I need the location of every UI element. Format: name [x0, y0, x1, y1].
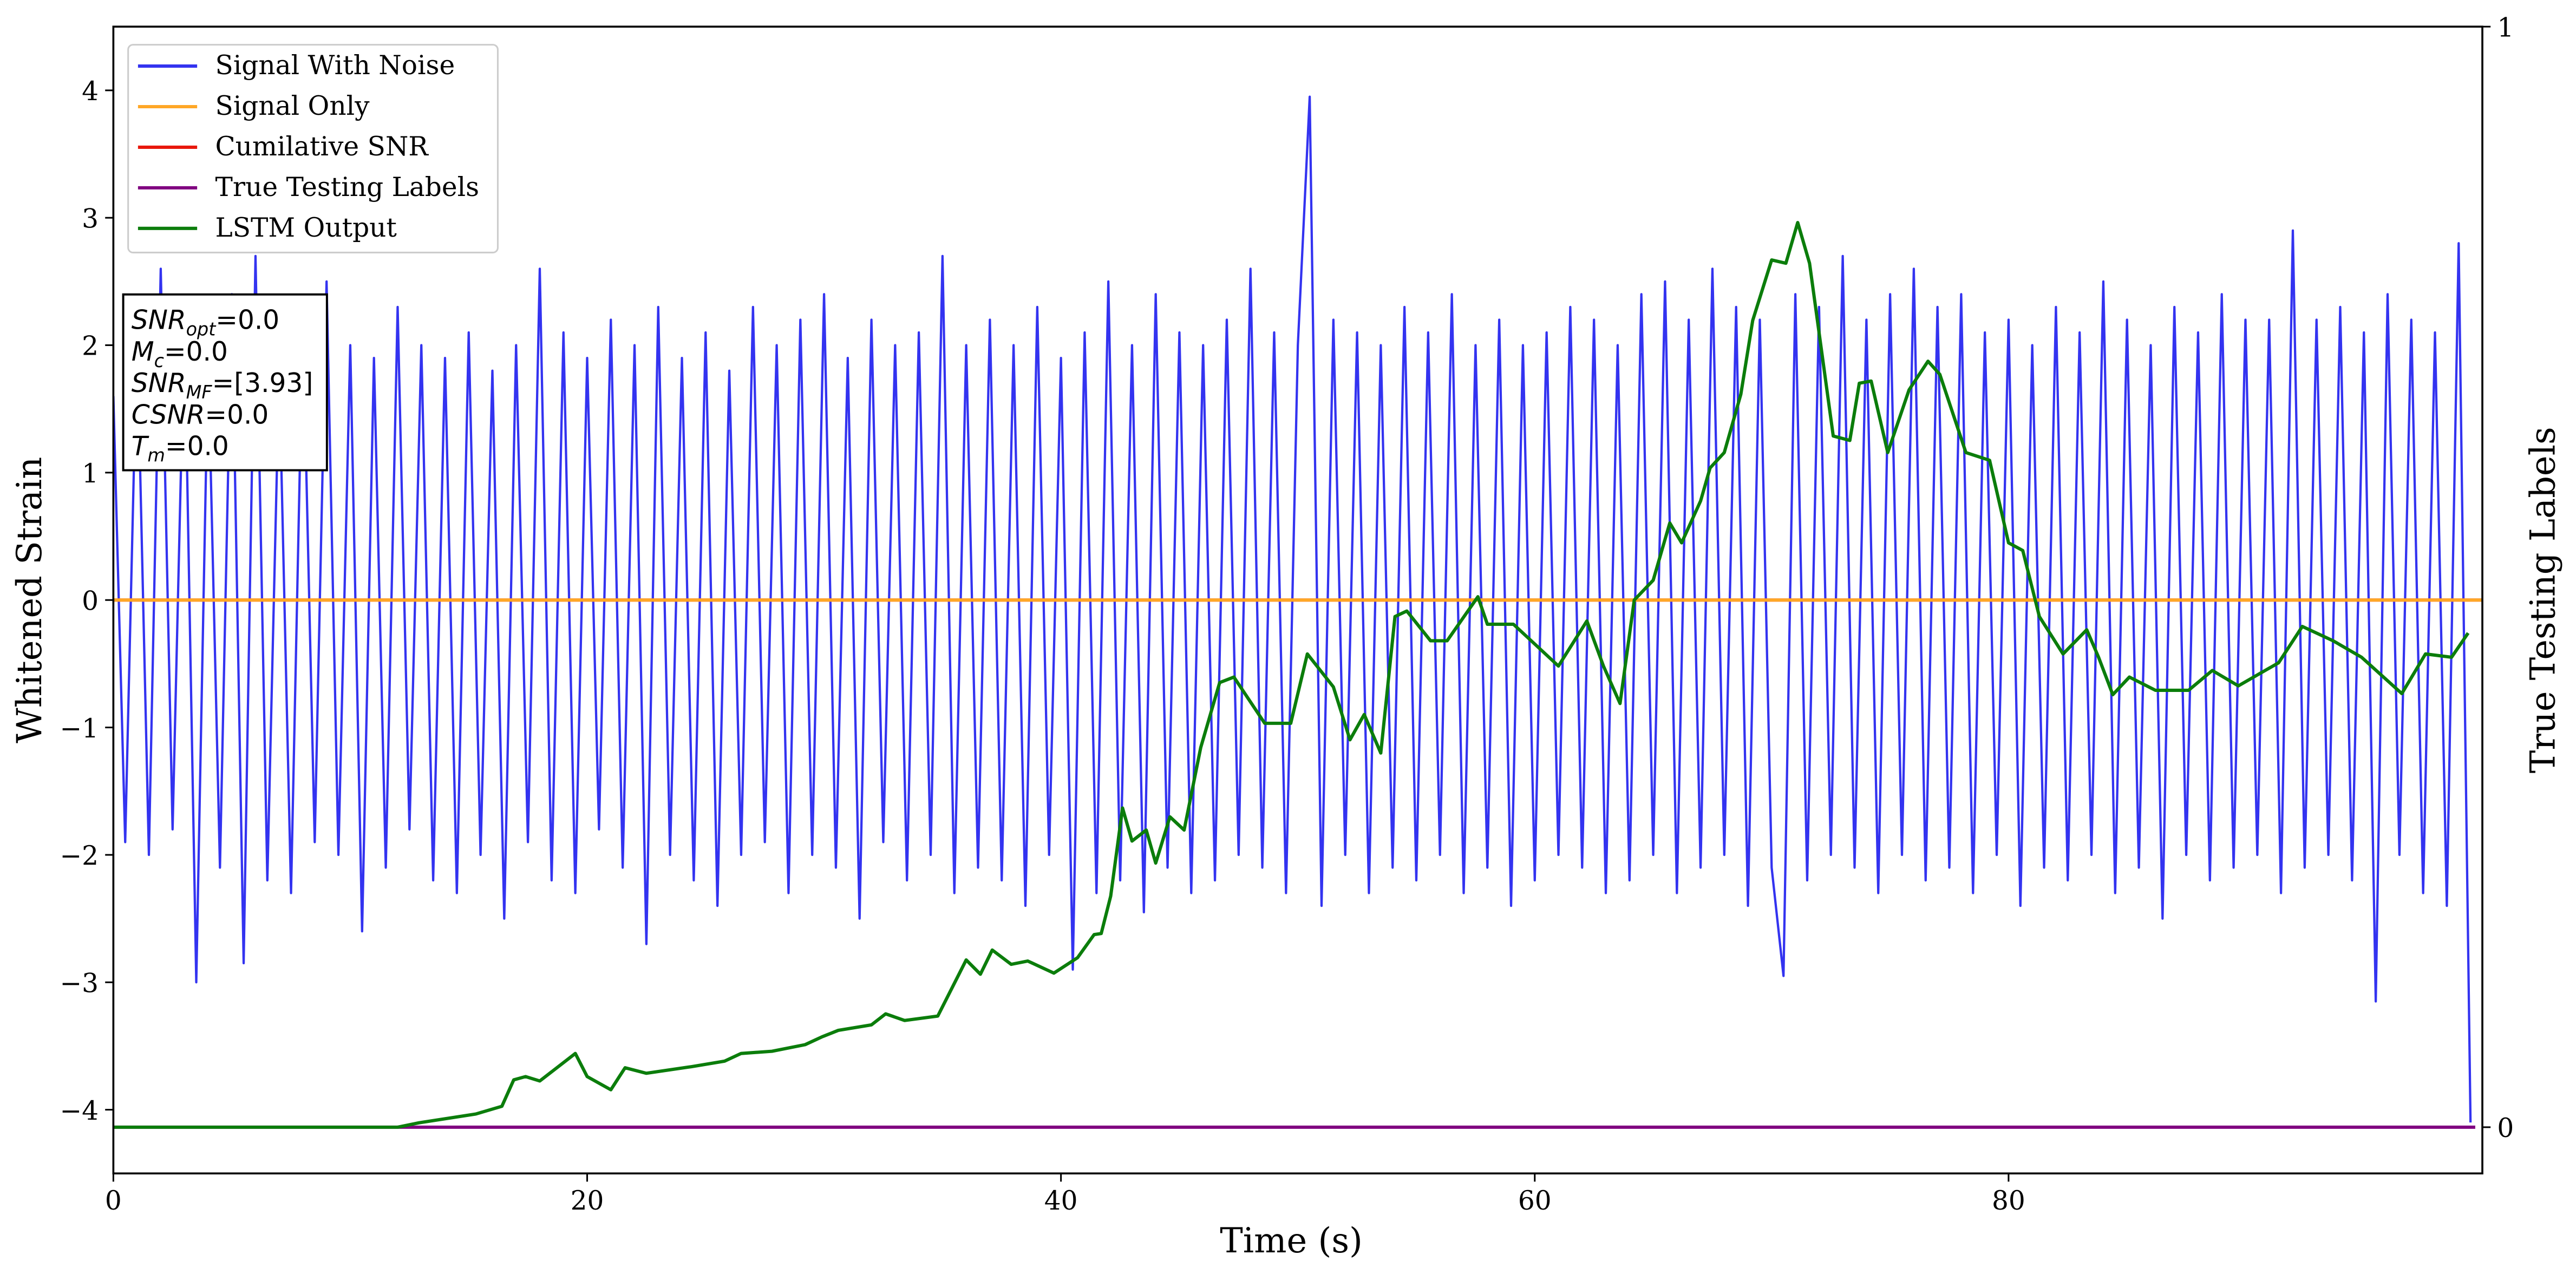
legend-box	[127, 44, 499, 253]
y-tick-label: 2	[82, 331, 99, 362]
info-sub: MF	[186, 382, 213, 403]
plot-area	[113, 95, 2483, 1129]
info-value: =0.0	[165, 432, 229, 462]
info-name: CSNR	[132, 400, 205, 430]
x-tick-label: 20	[571, 1186, 604, 1216]
y-axis-label: Whitened Strain	[10, 457, 50, 743]
info-value: =0.0	[164, 337, 228, 367]
y-tick-label: −4	[60, 1096, 99, 1126]
legend-label: Signal Only	[215, 91, 370, 121]
x-tick-label: 80	[1992, 1186, 2025, 1216]
info-box-frame	[122, 293, 328, 472]
x-tick-label: 40	[1044, 1186, 1078, 1216]
legend-label: LSTM Output	[215, 213, 397, 243]
info-sub: m	[147, 445, 165, 466]
y2-tick-label: 0	[2497, 1113, 2514, 1144]
legend-label: True Testing Labels	[215, 172, 480, 202]
legend-label: Cumilative SNR	[215, 132, 429, 162]
series-line	[113, 220, 2470, 1129]
info-line: CSNR=0.0	[132, 400, 269, 430]
x-tick-label: 60	[1518, 1186, 1552, 1216]
info-value: =[3.93]	[212, 368, 313, 398]
info-line: SNRMF=[3.93]	[132, 368, 313, 403]
info-value: =0.0	[205, 400, 269, 430]
info-sub: c	[154, 350, 164, 371]
info-name: SNR	[132, 305, 186, 336]
info-line: Tm=0.0	[132, 432, 229, 466]
series-line	[113, 95, 2472, 1123]
y-tick-label: −2	[60, 841, 99, 871]
info-box: SNRopt=0.0Mc=0.0SNRMF=[3.93]CSNR=0.0Tm=0…	[122, 293, 328, 472]
y-tick-label: −1	[60, 714, 99, 744]
legend: Signal With Noise Signal Only Cumilative S…	[127, 44, 499, 253]
y-tick-label: −3	[60, 968, 99, 998]
info-line: SNRopt=0.0	[132, 305, 279, 340]
y-tick-label: 4	[82, 76, 99, 107]
y-tick-label: 3	[82, 204, 99, 234]
y-tick-label: 1	[82, 459, 99, 489]
info-name: M	[132, 337, 154, 367]
info-sub: opt	[186, 319, 217, 340]
info-name: SNR	[132, 368, 186, 398]
y2-tick-label: 1	[2497, 12, 2514, 43]
info-value: =0.0	[215, 305, 279, 336]
y2-axis-label: True Testing Labels	[2523, 427, 2564, 773]
x-tick-label: 0	[105, 1186, 122, 1216]
info-name: T	[132, 432, 149, 462]
x-axis-label: Time (s)	[1220, 1221, 1363, 1261]
y-tick-label: 0	[82, 586, 99, 616]
legend-label: Signal With Noise	[215, 50, 455, 81]
info-line: Mc=0.0	[132, 337, 228, 371]
